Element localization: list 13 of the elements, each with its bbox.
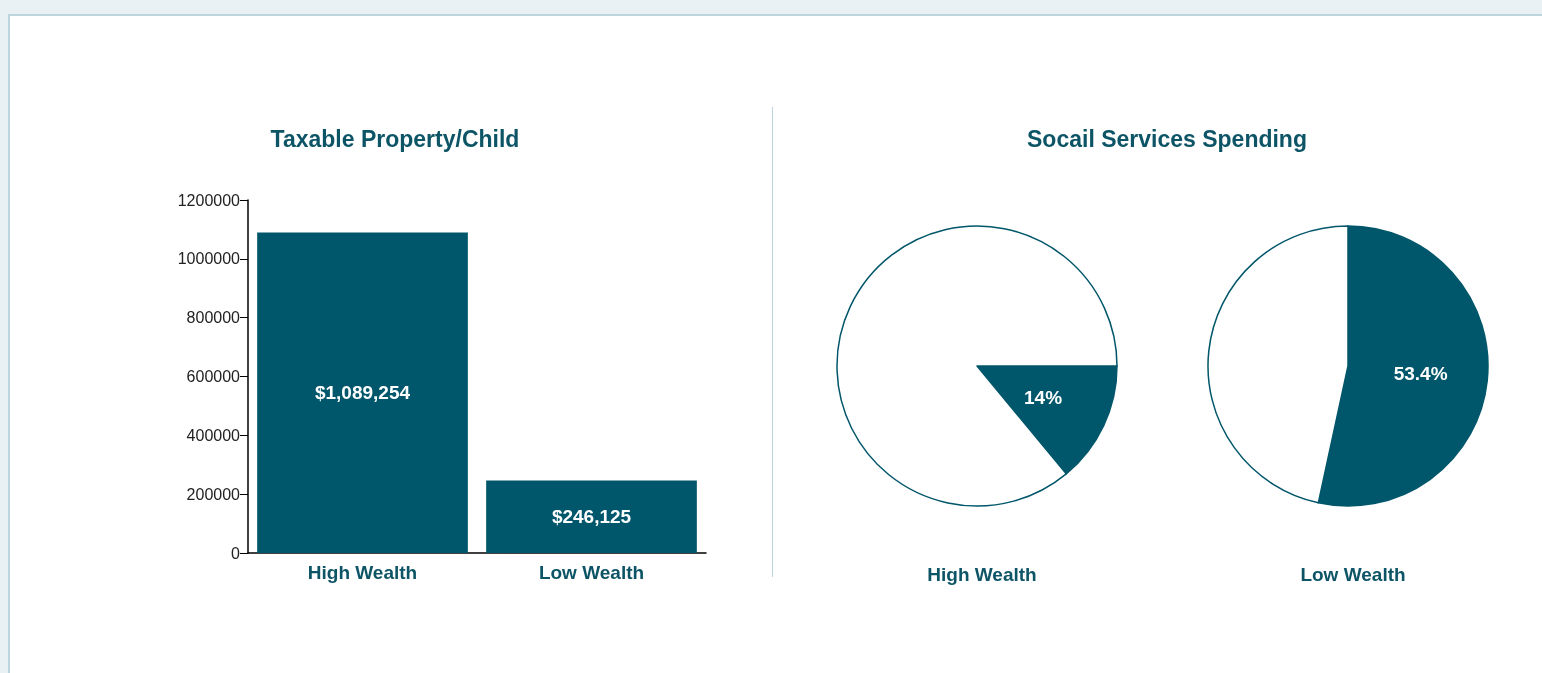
data-label: 14% — [1024, 386, 1063, 408]
y-tick-label: 200000 — [186, 485, 241, 503]
y-tick-label: 0 — [231, 544, 241, 562]
data-label: $246,125 — [551, 506, 632, 528]
y-tick-label: 1200000 — [177, 191, 241, 209]
y-tick-label: 1000000 — [177, 250, 241, 268]
y-tick-label: 400000 — [186, 426, 241, 444]
y-tick-label: 600000 — [186, 368, 241, 385]
chart-title: Taxable Property/Child — [270, 125, 520, 152]
text: Socail Services Spending — [1027, 125, 1307, 152]
data-label: $1,089,254 — [314, 382, 411, 404]
data-label: 53.4% — [1393, 363, 1448, 385]
y-tick-label: 800000 — [186, 309, 241, 327]
